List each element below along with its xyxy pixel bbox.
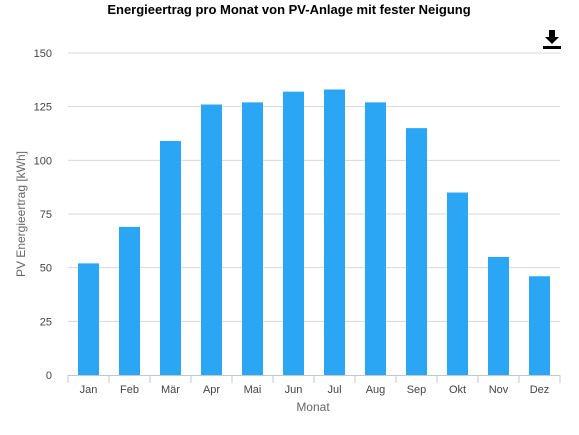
x-tick-label: Apr xyxy=(203,384,220,396)
y-tick-label: 25 xyxy=(40,316,52,328)
x-axis-title: Monat xyxy=(296,400,330,414)
bar-Apr[interactable] xyxy=(201,104,222,376)
bar-Jan[interactable] xyxy=(78,263,99,375)
y-tick-label: 150 xyxy=(34,48,52,60)
x-tick-label: Jun xyxy=(285,384,303,396)
y-axis-ticks: 0 25 50 75 100 125 150 xyxy=(34,48,52,382)
bar-Feb[interactable] xyxy=(119,226,140,375)
bar-Jul[interactable] xyxy=(324,89,345,375)
x-tick-label: Mai xyxy=(244,384,262,396)
x-tick-label: Mär xyxy=(161,384,180,396)
download-icon xyxy=(543,30,561,49)
x-tick-label: Okt xyxy=(449,384,466,396)
bar-Mär[interactable] xyxy=(160,141,181,375)
y-tick-label: 0 xyxy=(46,370,52,382)
bar-Jun[interactable] xyxy=(283,91,304,375)
x-tick-label: Jul xyxy=(327,384,341,396)
y-axis-title: PV Energieertrag [kWh] xyxy=(14,151,28,277)
chart-title: Energieertrag pro Monat von PV-Anlage mi… xyxy=(107,2,470,17)
y-tick-label: 100 xyxy=(34,155,52,167)
y-tick-label: 50 xyxy=(40,263,52,275)
x-tick-label: Sep xyxy=(407,384,427,396)
download-button[interactable] xyxy=(540,28,564,52)
x-axis xyxy=(67,375,561,383)
grid-lines xyxy=(68,52,560,322)
bar-Dez[interactable] xyxy=(529,276,550,375)
bar-Sep[interactable] xyxy=(406,128,427,375)
x-tick-label: Nov xyxy=(489,384,509,396)
x-tick-label: Aug xyxy=(366,384,386,396)
bar-Aug[interactable] xyxy=(365,102,386,375)
bar-Mai[interactable] xyxy=(242,102,263,375)
y-tick-label: 125 xyxy=(34,102,52,114)
x-tick-label: Dez xyxy=(530,384,550,396)
y-tick-label: 75 xyxy=(40,209,52,221)
bars xyxy=(78,89,550,376)
x-axis-ticks: Jan Feb Mär Apr Mai Jun Jul Aug Sep Okt Nov Dez xyxy=(80,384,550,396)
bar-Nov[interactable] xyxy=(488,256,509,375)
bar-Okt[interactable] xyxy=(447,192,468,375)
x-tick-label: Jan xyxy=(80,384,98,396)
x-tick-label: Feb xyxy=(120,384,139,396)
